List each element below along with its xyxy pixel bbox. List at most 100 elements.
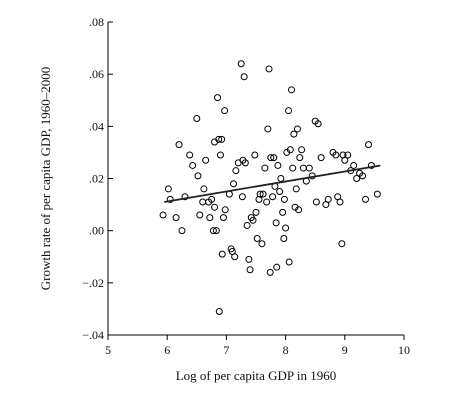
data-point	[261, 164, 269, 172]
data-point	[218, 135, 226, 143]
x-tick-label: 9	[342, 343, 348, 357]
data-point	[273, 263, 281, 271]
data-point	[298, 146, 306, 154]
data-point	[270, 154, 278, 162]
y-tick-label: −.02	[82, 276, 104, 290]
data-point	[362, 195, 370, 203]
data-point	[274, 161, 282, 169]
y-tick-label: .06	[89, 67, 104, 81]
data-point	[305, 164, 313, 172]
data-point	[212, 227, 220, 235]
data-point	[292, 185, 300, 193]
data-point	[276, 188, 284, 196]
data-point	[202, 156, 210, 164]
data-point	[216, 151, 224, 159]
data-point	[373, 190, 381, 198]
data-point	[285, 258, 293, 266]
data-point	[221, 107, 229, 115]
data-point	[279, 208, 287, 216]
x-tick-label: 5	[105, 343, 111, 357]
data-point	[258, 240, 266, 248]
data-point	[285, 107, 293, 115]
data-point	[272, 219, 280, 227]
data-points	[159, 60, 381, 316]
data-point	[263, 198, 271, 206]
x-tick-label: 8	[283, 343, 289, 357]
data-point	[295, 206, 303, 214]
data-point	[280, 195, 288, 203]
data-point	[189, 161, 197, 169]
data-point	[194, 172, 202, 180]
data-point	[215, 308, 223, 316]
data-point	[208, 195, 216, 203]
data-point	[238, 193, 246, 201]
y-tick-label: .08	[89, 15, 104, 29]
data-point	[312, 198, 320, 206]
data-point	[249, 216, 257, 224]
data-point	[237, 60, 245, 68]
x-ticks: 5 6 7 8 9 10	[105, 335, 410, 357]
data-point	[230, 180, 238, 188]
data-point	[259, 190, 267, 198]
y-tick-label: .02	[89, 172, 104, 186]
y-tick-label: .00	[89, 224, 104, 238]
data-point	[353, 175, 361, 182]
y-ticks: −.04 −.02 .00 .02 .04 .06 .08	[82, 15, 113, 342]
data-point	[214, 94, 222, 102]
data-point	[218, 250, 226, 258]
data-point	[193, 115, 201, 123]
data-point	[314, 120, 322, 128]
data-point	[266, 268, 274, 276]
data-point	[267, 154, 275, 162]
data-point	[215, 135, 223, 143]
data-point	[264, 125, 272, 133]
data-point	[221, 206, 229, 214]
data-point	[181, 193, 189, 201]
data-point	[296, 154, 304, 162]
y-axis-title: Growth rate of per capita GDP, 1960–2000	[38, 67, 53, 290]
x-axis-title: Log of per capita GDP in 1960	[176, 368, 337, 383]
x-tick-label: 6	[164, 343, 170, 357]
data-point	[232, 167, 240, 175]
y-tick-label: −.04	[82, 328, 104, 342]
x-tick-label: 7	[223, 343, 229, 357]
data-point	[336, 198, 344, 206]
data-point	[269, 193, 277, 201]
data-point	[178, 227, 186, 235]
data-point	[186, 151, 194, 159]
data-point	[211, 203, 219, 211]
data-point	[206, 214, 214, 222]
data-point	[251, 151, 259, 159]
data-point	[338, 240, 346, 248]
data-point	[209, 227, 217, 235]
data-point	[172, 214, 180, 222]
data-point	[277, 175, 285, 182]
data-point	[324, 195, 332, 203]
data-point	[265, 65, 273, 73]
data-point	[231, 253, 239, 261]
data-point	[243, 221, 251, 229]
data-point	[350, 161, 358, 169]
data-point	[200, 185, 208, 193]
data-point	[252, 208, 260, 216]
trend-line	[164, 164, 381, 203]
data-point	[256, 190, 264, 198]
data-point	[159, 211, 167, 219]
data-point	[344, 151, 352, 159]
data-point	[367, 161, 375, 169]
data-point	[196, 211, 204, 219]
data-point	[293, 125, 301, 133]
x-tick-label: 10	[398, 343, 410, 357]
data-point	[317, 154, 325, 162]
data-point	[359, 172, 367, 180]
data-point	[245, 255, 253, 263]
data-point	[341, 156, 349, 164]
data-point	[241, 159, 249, 167]
data-point	[166, 195, 174, 203]
data-point	[253, 234, 261, 242]
data-point	[282, 224, 290, 232]
data-point	[364, 141, 372, 149]
data-point	[288, 86, 296, 94]
data-point	[332, 151, 340, 159]
